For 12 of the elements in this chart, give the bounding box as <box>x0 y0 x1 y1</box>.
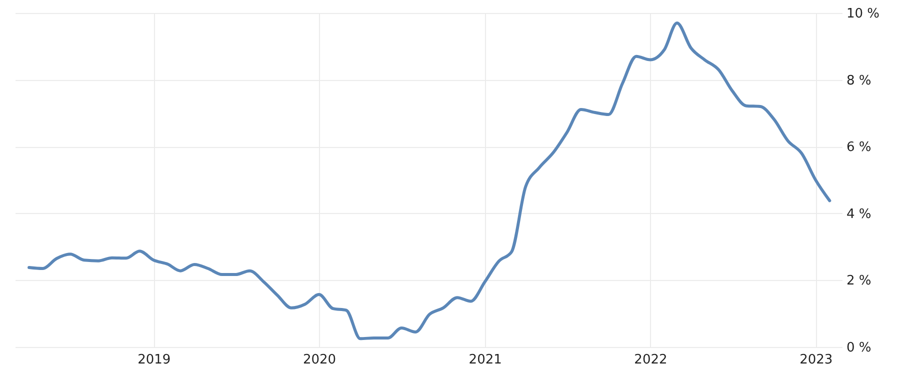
x-tick-label: 2022 <box>634 352 668 368</box>
x-tick-label: 2021 <box>468 352 502 368</box>
y-tick-label: 4 % <box>846 206 872 222</box>
x-tick-label: 2019 <box>138 352 171 368</box>
x-tick-label: 2020 <box>302 352 336 368</box>
y-tick-label: 2 % <box>846 274 872 289</box>
x-tick-label: 2023 <box>800 352 833 368</box>
y-tick-label: 6 % <box>846 140 872 156</box>
y-tick-label: 0 % <box>846 340 872 356</box>
y-tick-label: 10 % <box>846 6 880 22</box>
line-series <box>28 22 832 340</box>
y-tick-label: 8 % <box>846 73 872 88</box>
